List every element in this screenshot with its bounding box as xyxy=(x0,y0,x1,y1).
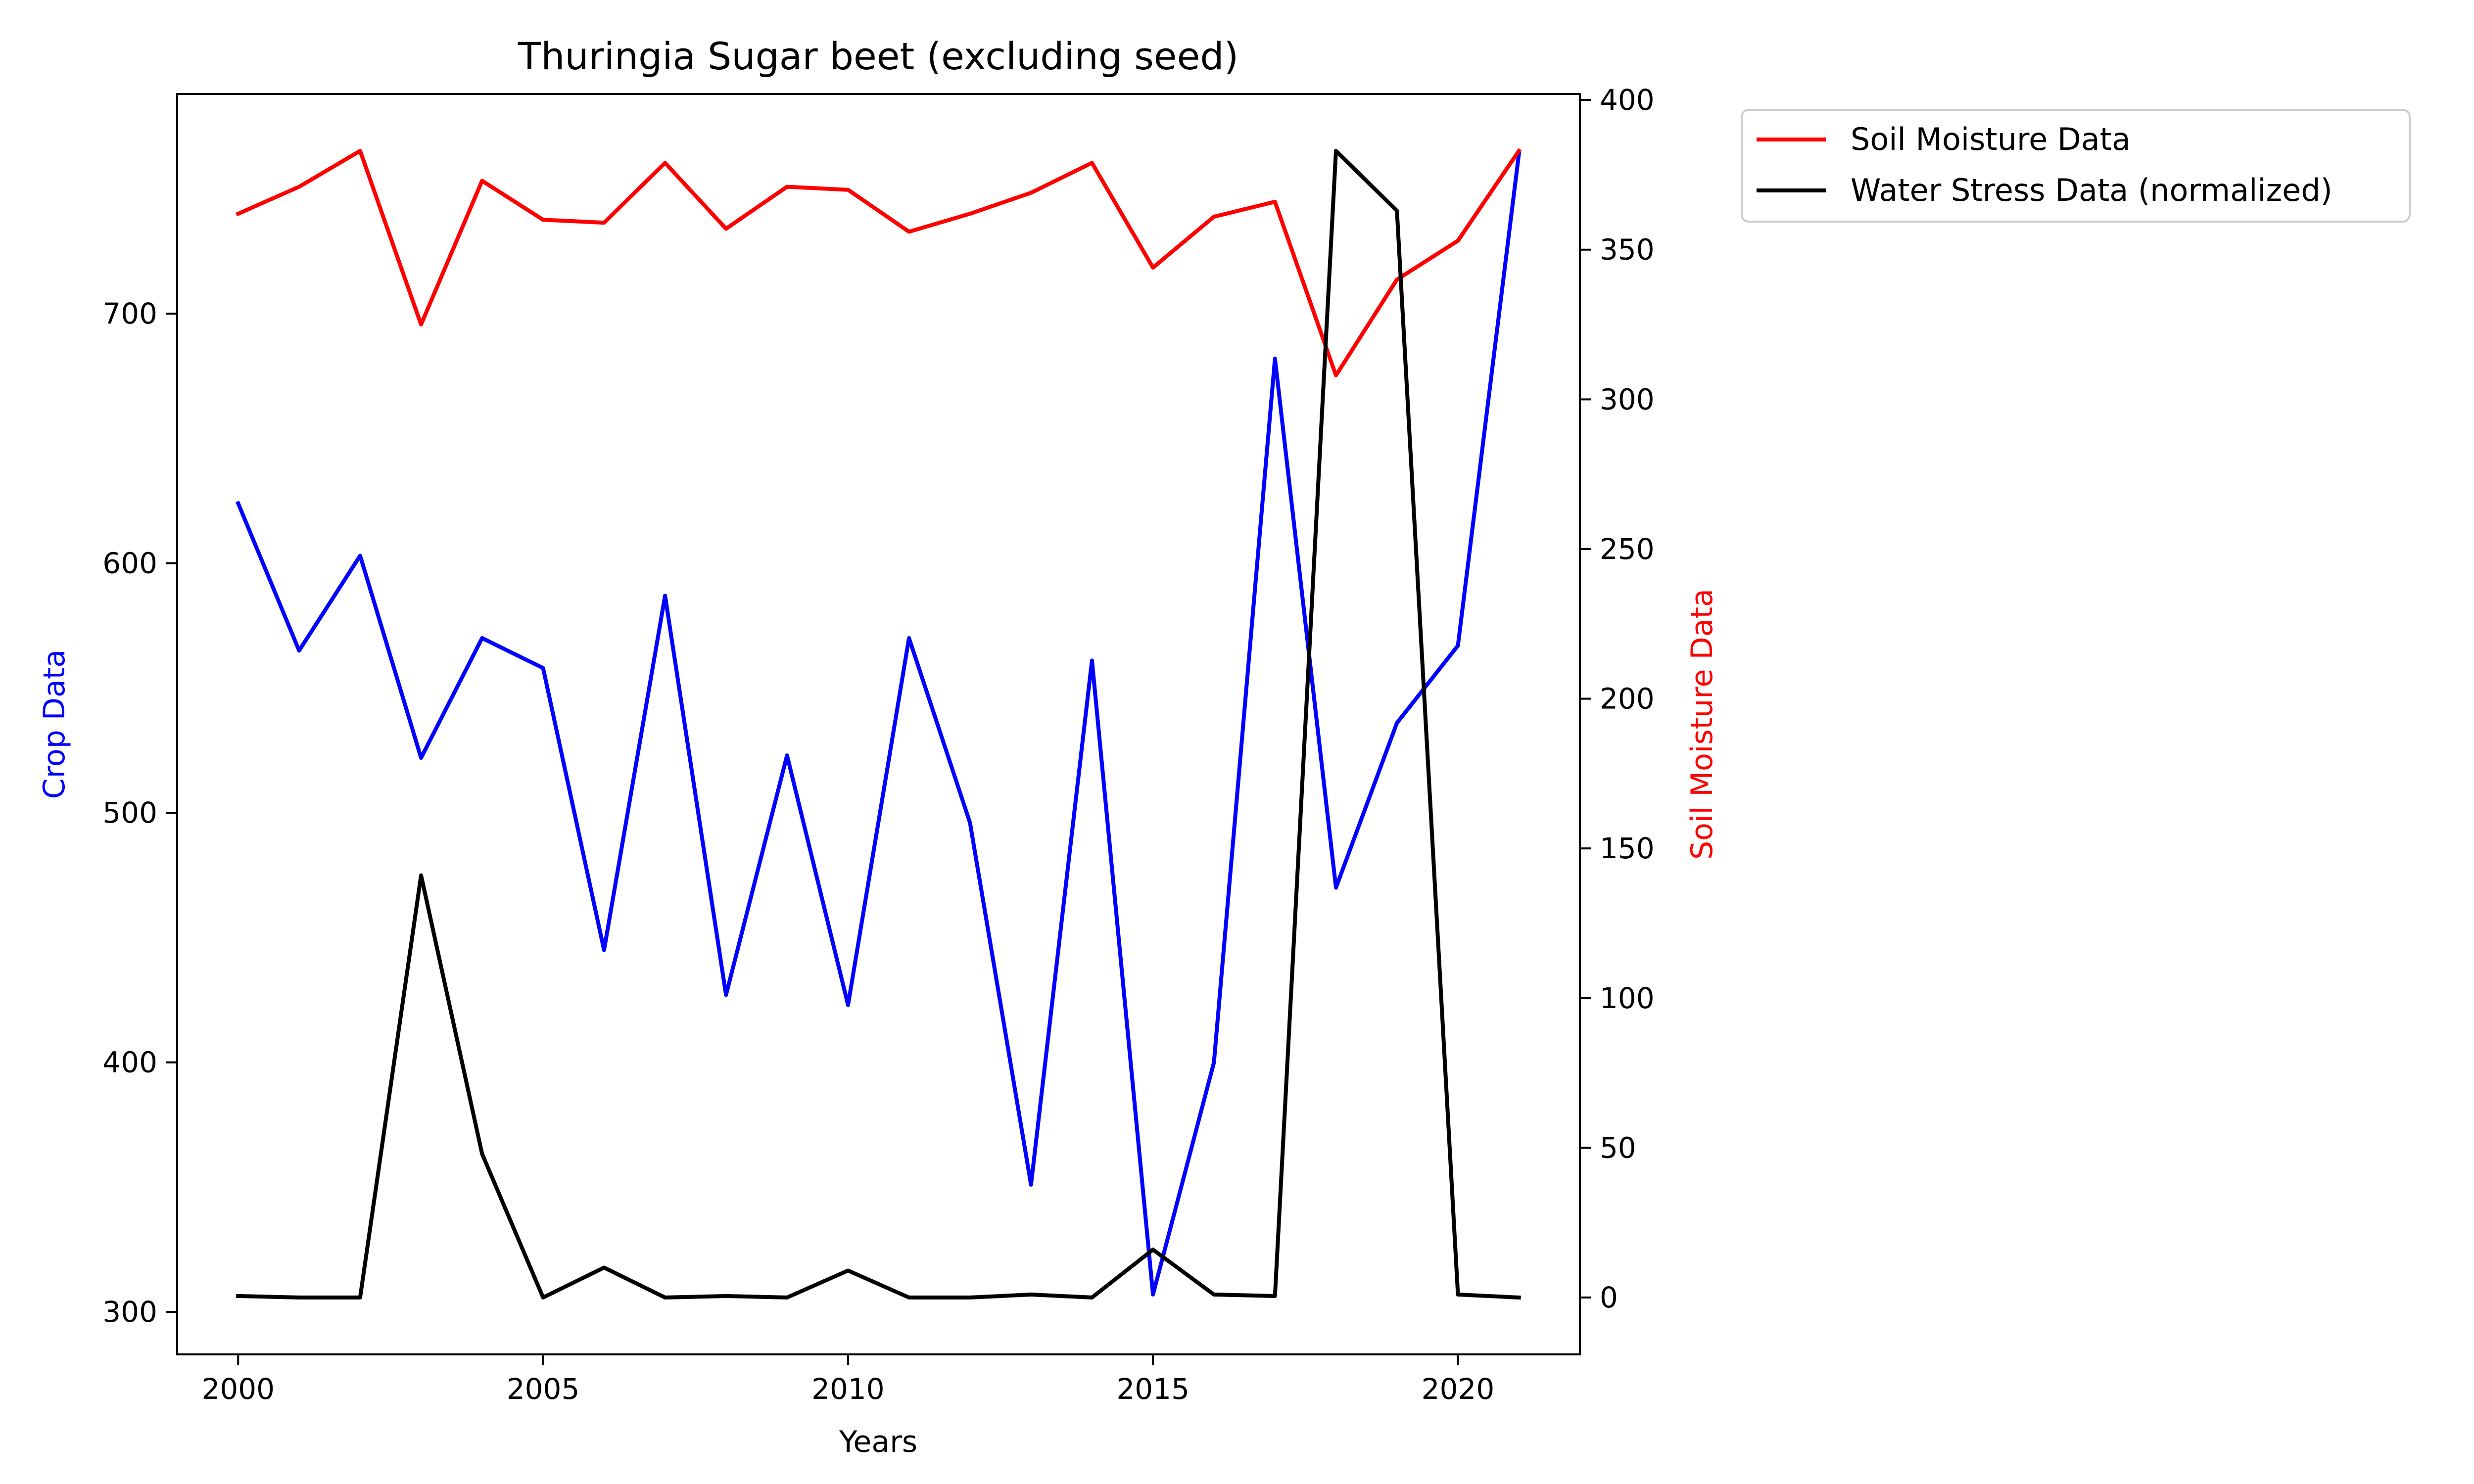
data-point-crop-data-2008 xyxy=(725,994,727,996)
y-axis-left-title: Crop Data xyxy=(37,649,72,799)
data-point-crop-data-2015 xyxy=(1152,1294,1154,1295)
y-right-tick-label: 50 xyxy=(1600,1131,1636,1164)
data-point-soil-moisture-data-2018 xyxy=(1335,374,1336,376)
data-point-water-stress-data-normalized-2008 xyxy=(725,1296,727,1297)
x-tick-label: 2015 xyxy=(1116,1372,1189,1406)
x-tick-label: 2020 xyxy=(1422,1372,1495,1406)
legend-label-soil-moisture: Soil Moisture Data xyxy=(1851,121,2131,157)
legend: Soil Moisture Data Water Stress Data (no… xyxy=(1741,109,2411,223)
data-point-water-stress-data-normalized-2002 xyxy=(359,1297,361,1298)
data-point-crop-data-2016 xyxy=(1213,1062,1215,1063)
data-point-soil-moisture-data-2004 xyxy=(481,180,483,182)
data-point-soil-moisture-data-2016 xyxy=(1213,216,1215,218)
x-axis-title: Years xyxy=(839,1425,917,1459)
data-point-water-stress-data-normalized-2011 xyxy=(908,1297,910,1298)
data-point-crop-data-2018 xyxy=(1335,887,1336,888)
data-point-soil-moisture-data-2006 xyxy=(603,222,605,224)
series-line-soil-moisture-data xyxy=(236,148,1522,377)
y-right-tick-label: 150 xyxy=(1600,832,1655,865)
data-point-water-stress-data-normalized-2016 xyxy=(1213,1294,1215,1295)
series-line-water-stress-data-normalized xyxy=(236,149,1521,1300)
plot-frame xyxy=(176,93,1581,1355)
data-point-soil-moisture-data-2010 xyxy=(847,189,849,190)
data-point-soil-moisture-data-2009 xyxy=(786,186,788,187)
series-line-crop-data xyxy=(236,151,1522,1297)
y-axis-right-title: Soil Moisture Data xyxy=(1685,589,1719,860)
data-point-crop-data-2004 xyxy=(481,637,483,639)
data-point-crop-data-2001 xyxy=(298,650,300,651)
data-point-water-stress-data-normalized-2017 xyxy=(1274,1296,1276,1297)
x-axis: 2000 2005 2010 2015 2020 xyxy=(201,1354,1494,1406)
data-point-soil-moisture-data-2017 xyxy=(1274,201,1276,202)
y-right-tick-label: 250 xyxy=(1600,532,1655,566)
data-point-crop-data-2002 xyxy=(359,555,361,556)
data-point-water-stress-data-normalized-2012 xyxy=(969,1297,971,1298)
data-point-soil-moisture-data-2007 xyxy=(665,162,666,164)
data-point-crop-data-2014 xyxy=(1091,660,1093,661)
y-right-tick-label: 0 xyxy=(1600,1281,1618,1314)
data-point-soil-moisture-data-2005 xyxy=(542,219,544,221)
y-right-tick-label: 300 xyxy=(1600,382,1655,416)
data-point-water-stress-data-normalized-2005 xyxy=(542,1297,544,1298)
data-point-water-stress-data-normalized-2007 xyxy=(665,1297,666,1298)
data-point-water-stress-data-normalized-2006 xyxy=(603,1267,605,1268)
data-point-soil-moisture-data-2008 xyxy=(725,228,727,230)
y-right-tick-label: 400 xyxy=(1600,83,1655,117)
legend-label-water-stress: Water Stress Data (normalized) xyxy=(1851,172,2332,208)
data-point-crop-data-2019 xyxy=(1396,722,1398,724)
data-point-soil-moisture-data-2014 xyxy=(1091,162,1093,164)
data-point-water-stress-data-normalized-2021 xyxy=(1518,1297,1520,1298)
data-point-crop-data-2017 xyxy=(1274,358,1276,359)
data-point-crop-data-2012 xyxy=(969,822,971,824)
data-point-water-stress-data-normalized-2003 xyxy=(421,875,422,876)
x-tick-label: 2000 xyxy=(201,1372,275,1406)
data-point-soil-moisture-data-2020 xyxy=(1457,240,1459,241)
data-point-water-stress-data-normalized-2018 xyxy=(1335,150,1336,151)
legend-box xyxy=(1741,109,2411,223)
data-point-water-stress-data-normalized-2014 xyxy=(1091,1297,1093,1298)
y-right-tick-label: 100 xyxy=(1600,981,1655,1015)
data-point-soil-moisture-data-2001 xyxy=(298,186,300,187)
data-point-crop-data-2005 xyxy=(542,667,544,669)
data-point-soil-moisture-data-2015 xyxy=(1152,267,1154,268)
data-point-water-stress-data-normalized-2015 xyxy=(1152,1249,1154,1251)
data-point-soil-moisture-data-2013 xyxy=(1030,192,1032,193)
data-point-soil-moisture-data-2021 xyxy=(1518,150,1520,151)
y-axis-left: 300 400 500 600 700 xyxy=(102,297,177,1329)
y-right-tick-label: 350 xyxy=(1600,233,1655,267)
y-right-tick-label: 200 xyxy=(1600,682,1655,716)
data-point-water-stress-data-normalized-2013 xyxy=(1030,1294,1032,1295)
data-point-soil-moisture-data-2011 xyxy=(908,231,910,232)
data-point-crop-data-2020 xyxy=(1457,645,1459,647)
data-point-crop-data-2013 xyxy=(1030,1184,1032,1185)
y-left-tick-label: 600 xyxy=(102,547,157,580)
data-point-crop-data-2011 xyxy=(908,637,910,639)
data-point-water-stress-data-normalized-2004 xyxy=(481,1153,483,1155)
data-point-crop-data-2007 xyxy=(665,595,666,597)
plot-lines xyxy=(236,148,1522,1300)
data-point-soil-moisture-data-2003 xyxy=(421,324,422,325)
data-point-crop-data-2010 xyxy=(847,1004,849,1006)
data-point-soil-moisture-data-2002 xyxy=(359,150,361,151)
x-tick-label: 2005 xyxy=(507,1372,580,1406)
y-left-tick-label: 700 xyxy=(102,297,157,330)
data-point-crop-data-2003 xyxy=(421,757,422,759)
y-axis-right: 0 50 100 150 200 250 300 350 400 xyxy=(1580,83,1655,1314)
data-point-water-stress-data-normalized-2010 xyxy=(847,1270,849,1271)
y-left-tick-label: 500 xyxy=(102,796,157,830)
data-point-water-stress-data-normalized-2009 xyxy=(786,1297,788,1298)
data-point-crop-data-2009 xyxy=(786,755,788,756)
data-point-water-stress-data-normalized-2020 xyxy=(1457,1294,1459,1295)
data-point-crop-data-2006 xyxy=(603,949,605,951)
y-left-tick-label: 400 xyxy=(102,1046,157,1079)
y-left-tick-label: 300 xyxy=(102,1295,157,1329)
x-tick-label: 2010 xyxy=(811,1372,885,1406)
data-point-water-stress-data-normalized-2001 xyxy=(298,1297,300,1298)
data-point-soil-moisture-data-2012 xyxy=(969,213,971,215)
chart-title: Thuringia Sugar beet (excluding seed) xyxy=(518,34,1238,78)
data-point-water-stress-data-normalized-2019 xyxy=(1396,210,1398,211)
data-point-soil-moisture-data-2019 xyxy=(1396,279,1398,280)
